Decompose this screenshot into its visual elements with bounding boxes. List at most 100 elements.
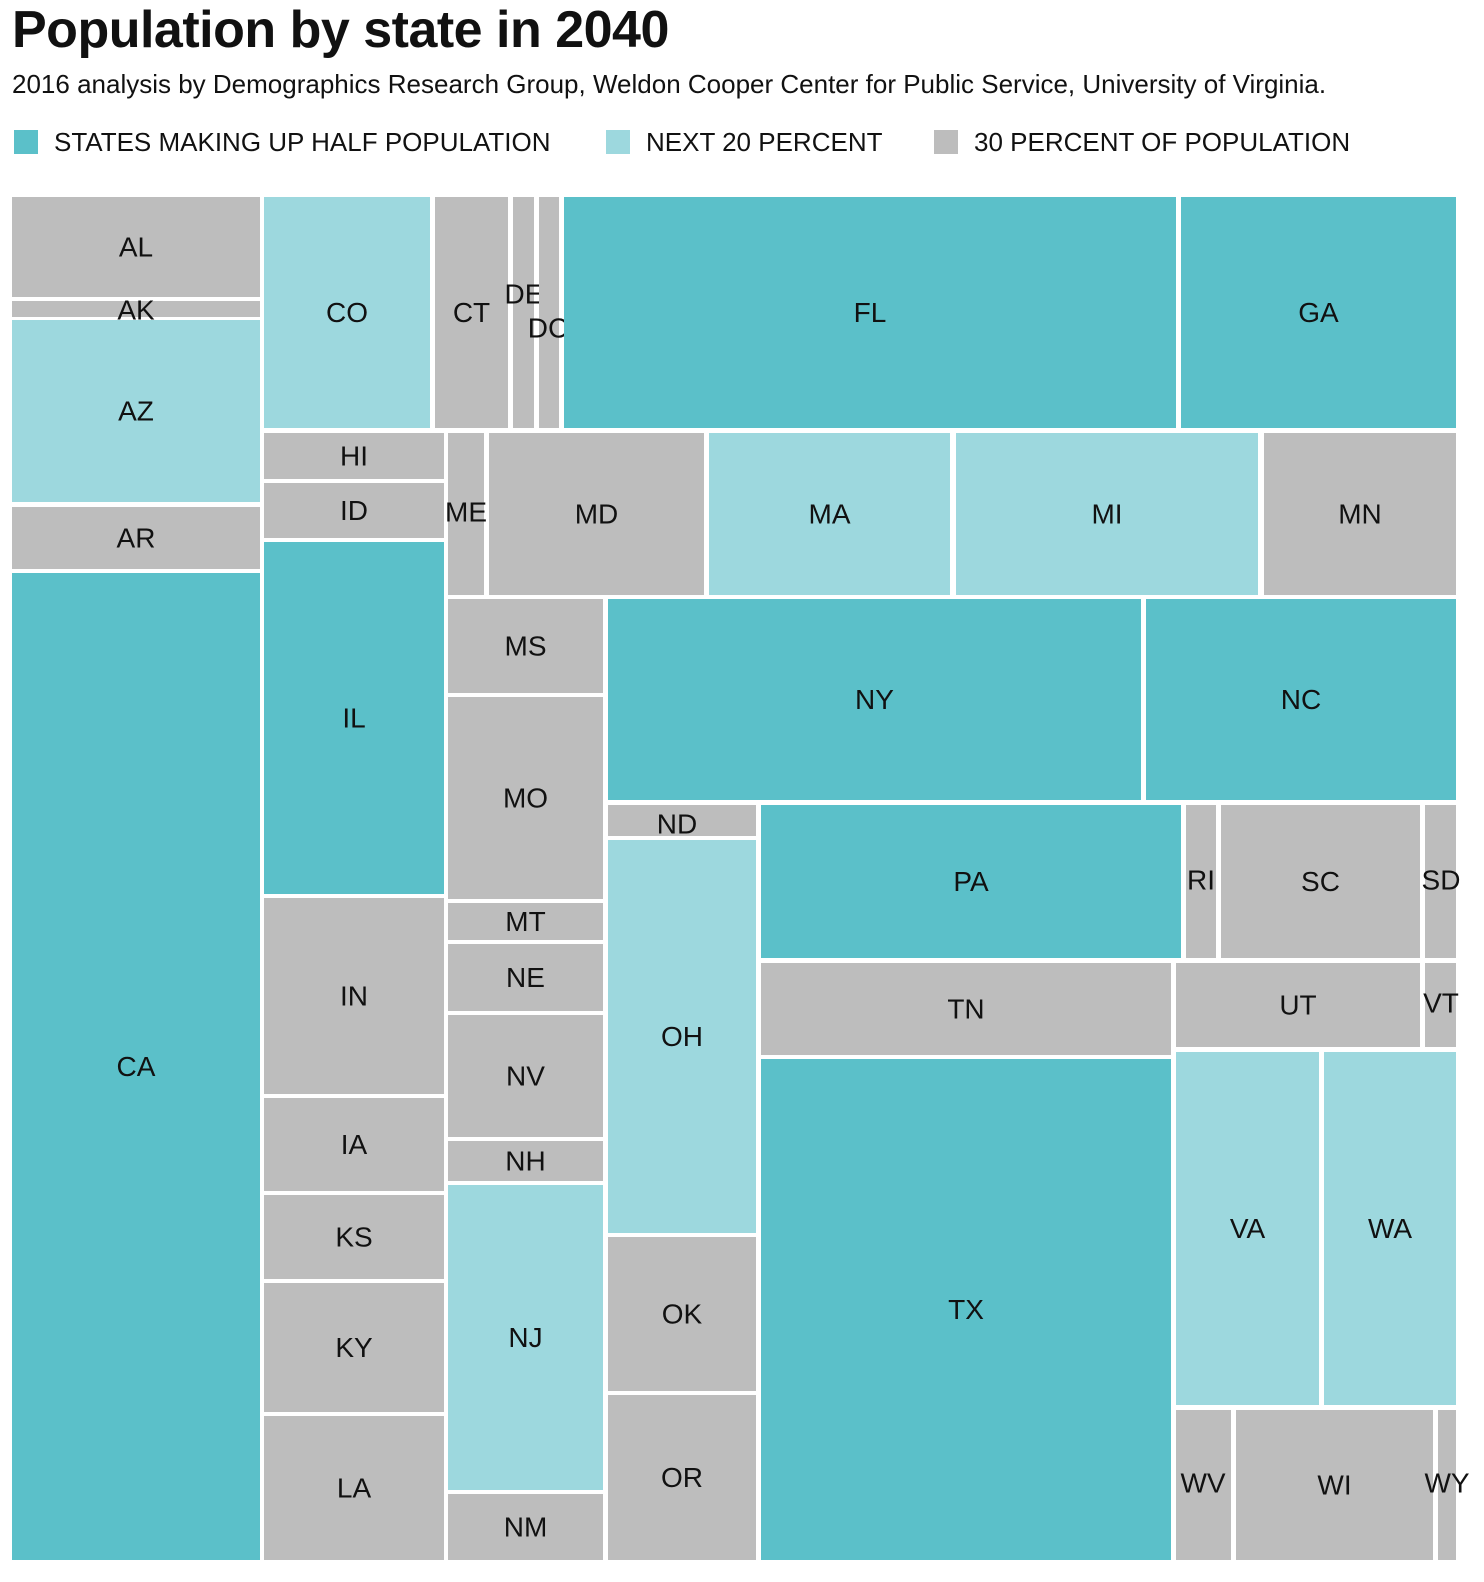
treemap-label-me: ME — [445, 497, 487, 528]
treemap-label-hi: HI — [340, 441, 368, 472]
legend-swatch-next20 — [606, 130, 630, 154]
legend-label-next20: NEXT 20 PERCENT — [646, 127, 883, 157]
treemap-label-ks: KS — [335, 1222, 372, 1253]
treemap-label-nj: NJ — [508, 1322, 542, 1353]
treemap-cell-in — [264, 898, 444, 1094]
treemap-cell-nv — [448, 1015, 603, 1137]
treemap-cell-nd — [608, 805, 756, 836]
treemap-cell-ca — [12, 573, 260, 1560]
treemap-cell-md — [489, 433, 704, 595]
treemap-label-wi: WI — [1317, 1470, 1351, 1501]
treemap-label-ia: IA — [341, 1129, 368, 1160]
treemap-label-or: OR — [661, 1462, 703, 1493]
treemap-label-il: IL — [342, 703, 365, 734]
treemap-cell-de — [513, 197, 534, 428]
treemap-cell-ms — [448, 599, 603, 693]
treemap-cell-me — [448, 433, 484, 595]
legend-swatch-rest30 — [934, 130, 958, 154]
legend-swatch-half — [14, 130, 38, 154]
treemap-label-nd: ND — [657, 809, 697, 840]
treemap-label-wa: WA — [1368, 1213, 1412, 1244]
treemap-cell-co — [264, 197, 430, 428]
treemap-cell-fl — [564, 197, 1176, 428]
treemap-cell-al — [12, 197, 260, 297]
treemap-label-sc: SC — [1301, 866, 1340, 897]
treemap-cell-mt — [448, 903, 603, 940]
treemap-label-mn: MN — [1338, 499, 1382, 530]
treemap-cell-sd — [1425, 805, 1456, 958]
treemap-cell-hi — [264, 433, 444, 479]
treemap-label-ar: AR — [117, 523, 156, 554]
treemap-cell-nc — [1146, 599, 1456, 800]
treemap-cell-or — [608, 1395, 756, 1560]
treemap-cell-ut — [1176, 963, 1420, 1047]
treemap-cell-va — [1176, 1052, 1319, 1405]
treemap-label-nv: NV — [506, 1061, 545, 1092]
treemap-cell-dc — [539, 197, 559, 428]
treemap-cell-az — [12, 320, 260, 502]
treemap-label-tn: TN — [947, 994, 984, 1025]
treemap-cell-ar — [12, 507, 260, 569]
treemap-cell-wi — [1236, 1410, 1433, 1560]
treemap-cell-nh — [448, 1141, 603, 1181]
treemap-cell-mn — [1264, 433, 1456, 595]
treemap-label-al: AL — [119, 232, 153, 263]
treemap-label-ny: NY — [855, 684, 894, 715]
treemap-cell-ne — [448, 944, 603, 1011]
treemap-cell-il — [264, 542, 444, 894]
treemap-cell-sc — [1221, 805, 1420, 958]
treemap-cell-ga — [1181, 197, 1456, 428]
treemap-cell-ny — [608, 599, 1141, 800]
treemap-label-nh: NH — [505, 1146, 545, 1177]
treemap-label-ut: UT — [1279, 990, 1316, 1021]
treemap-label-nc: NC — [1281, 684, 1321, 715]
treemap-label-ma: MA — [809, 499, 851, 530]
treemap-label-ga: GA — [1298, 297, 1339, 328]
treemap-label-in: IN — [340, 981, 368, 1012]
chart-title: Population by state in 2040 — [12, 1, 669, 59]
treemap-cell-mo — [448, 697, 603, 899]
treemap-label-dc: DC — [528, 313, 568, 344]
treemap-cell-ak — [12, 301, 260, 317]
treemap-label-ok: OK — [662, 1299, 703, 1330]
treemap-cell-oh — [608, 840, 756, 1233]
treemap-cell-wv — [1176, 1410, 1231, 1560]
treemap-label-md: MD — [575, 499, 619, 530]
treemap-cell-vt — [1425, 963, 1456, 1047]
treemap-label-ca: CA — [117, 1051, 156, 1082]
treemap-cell-ri — [1186, 805, 1216, 958]
treemap-label-pa: PA — [953, 866, 989, 897]
treemap-label-de: DE — [505, 279, 544, 310]
treemap-label-vt: VT — [1423, 988, 1459, 1019]
legend: STATES MAKING UP HALF POPULATION NEXT 20… — [14, 124, 1454, 160]
treemap-cell-wy — [1438, 1410, 1456, 1560]
treemap-cell-ct — [435, 197, 508, 428]
treemap-cell-ma — [709, 433, 950, 595]
treemap-cell-ok — [608, 1237, 756, 1391]
treemap-cell-ia — [264, 1098, 444, 1191]
treemap-label-ky: KY — [335, 1332, 373, 1363]
treemap-label-va: VA — [1230, 1213, 1266, 1244]
treemap-label-ct: CT — [453, 297, 490, 328]
treemap-cell-wa — [1324, 1052, 1456, 1405]
treemap-label-ne: NE — [506, 962, 545, 993]
treemap-label-mt: MT — [505, 906, 545, 937]
treemap-cell-pa — [761, 805, 1181, 958]
treemap-label-ri: RI — [1187, 865, 1215, 896]
treemap-cell-mi — [956, 433, 1258, 595]
legend-label-rest30: 30 PERCENT OF POPULATION — [974, 127, 1351, 157]
treemap-label-tx: TX — [948, 1294, 984, 1325]
chart-subtitle: 2016 analysis by Demographics Research G… — [12, 69, 1327, 99]
treemap-label-ms: MS — [505, 631, 547, 662]
treemap-cell-nj — [448, 1185, 603, 1490]
treemap-label-id: ID — [340, 495, 368, 526]
treemap-label-az: AZ — [118, 396, 154, 427]
treemap-label-oh: OH — [661, 1021, 703, 1052]
treemap-label-mi: MI — [1091, 499, 1122, 530]
treemap-cell-tn — [761, 963, 1171, 1055]
treemap-label-la: LA — [337, 1473, 372, 1504]
treemap-label-wy: WY — [1424, 1468, 1469, 1499]
treemap-label-mo: MO — [503, 783, 548, 814]
treemap-label-fl: FL — [854, 297, 887, 328]
